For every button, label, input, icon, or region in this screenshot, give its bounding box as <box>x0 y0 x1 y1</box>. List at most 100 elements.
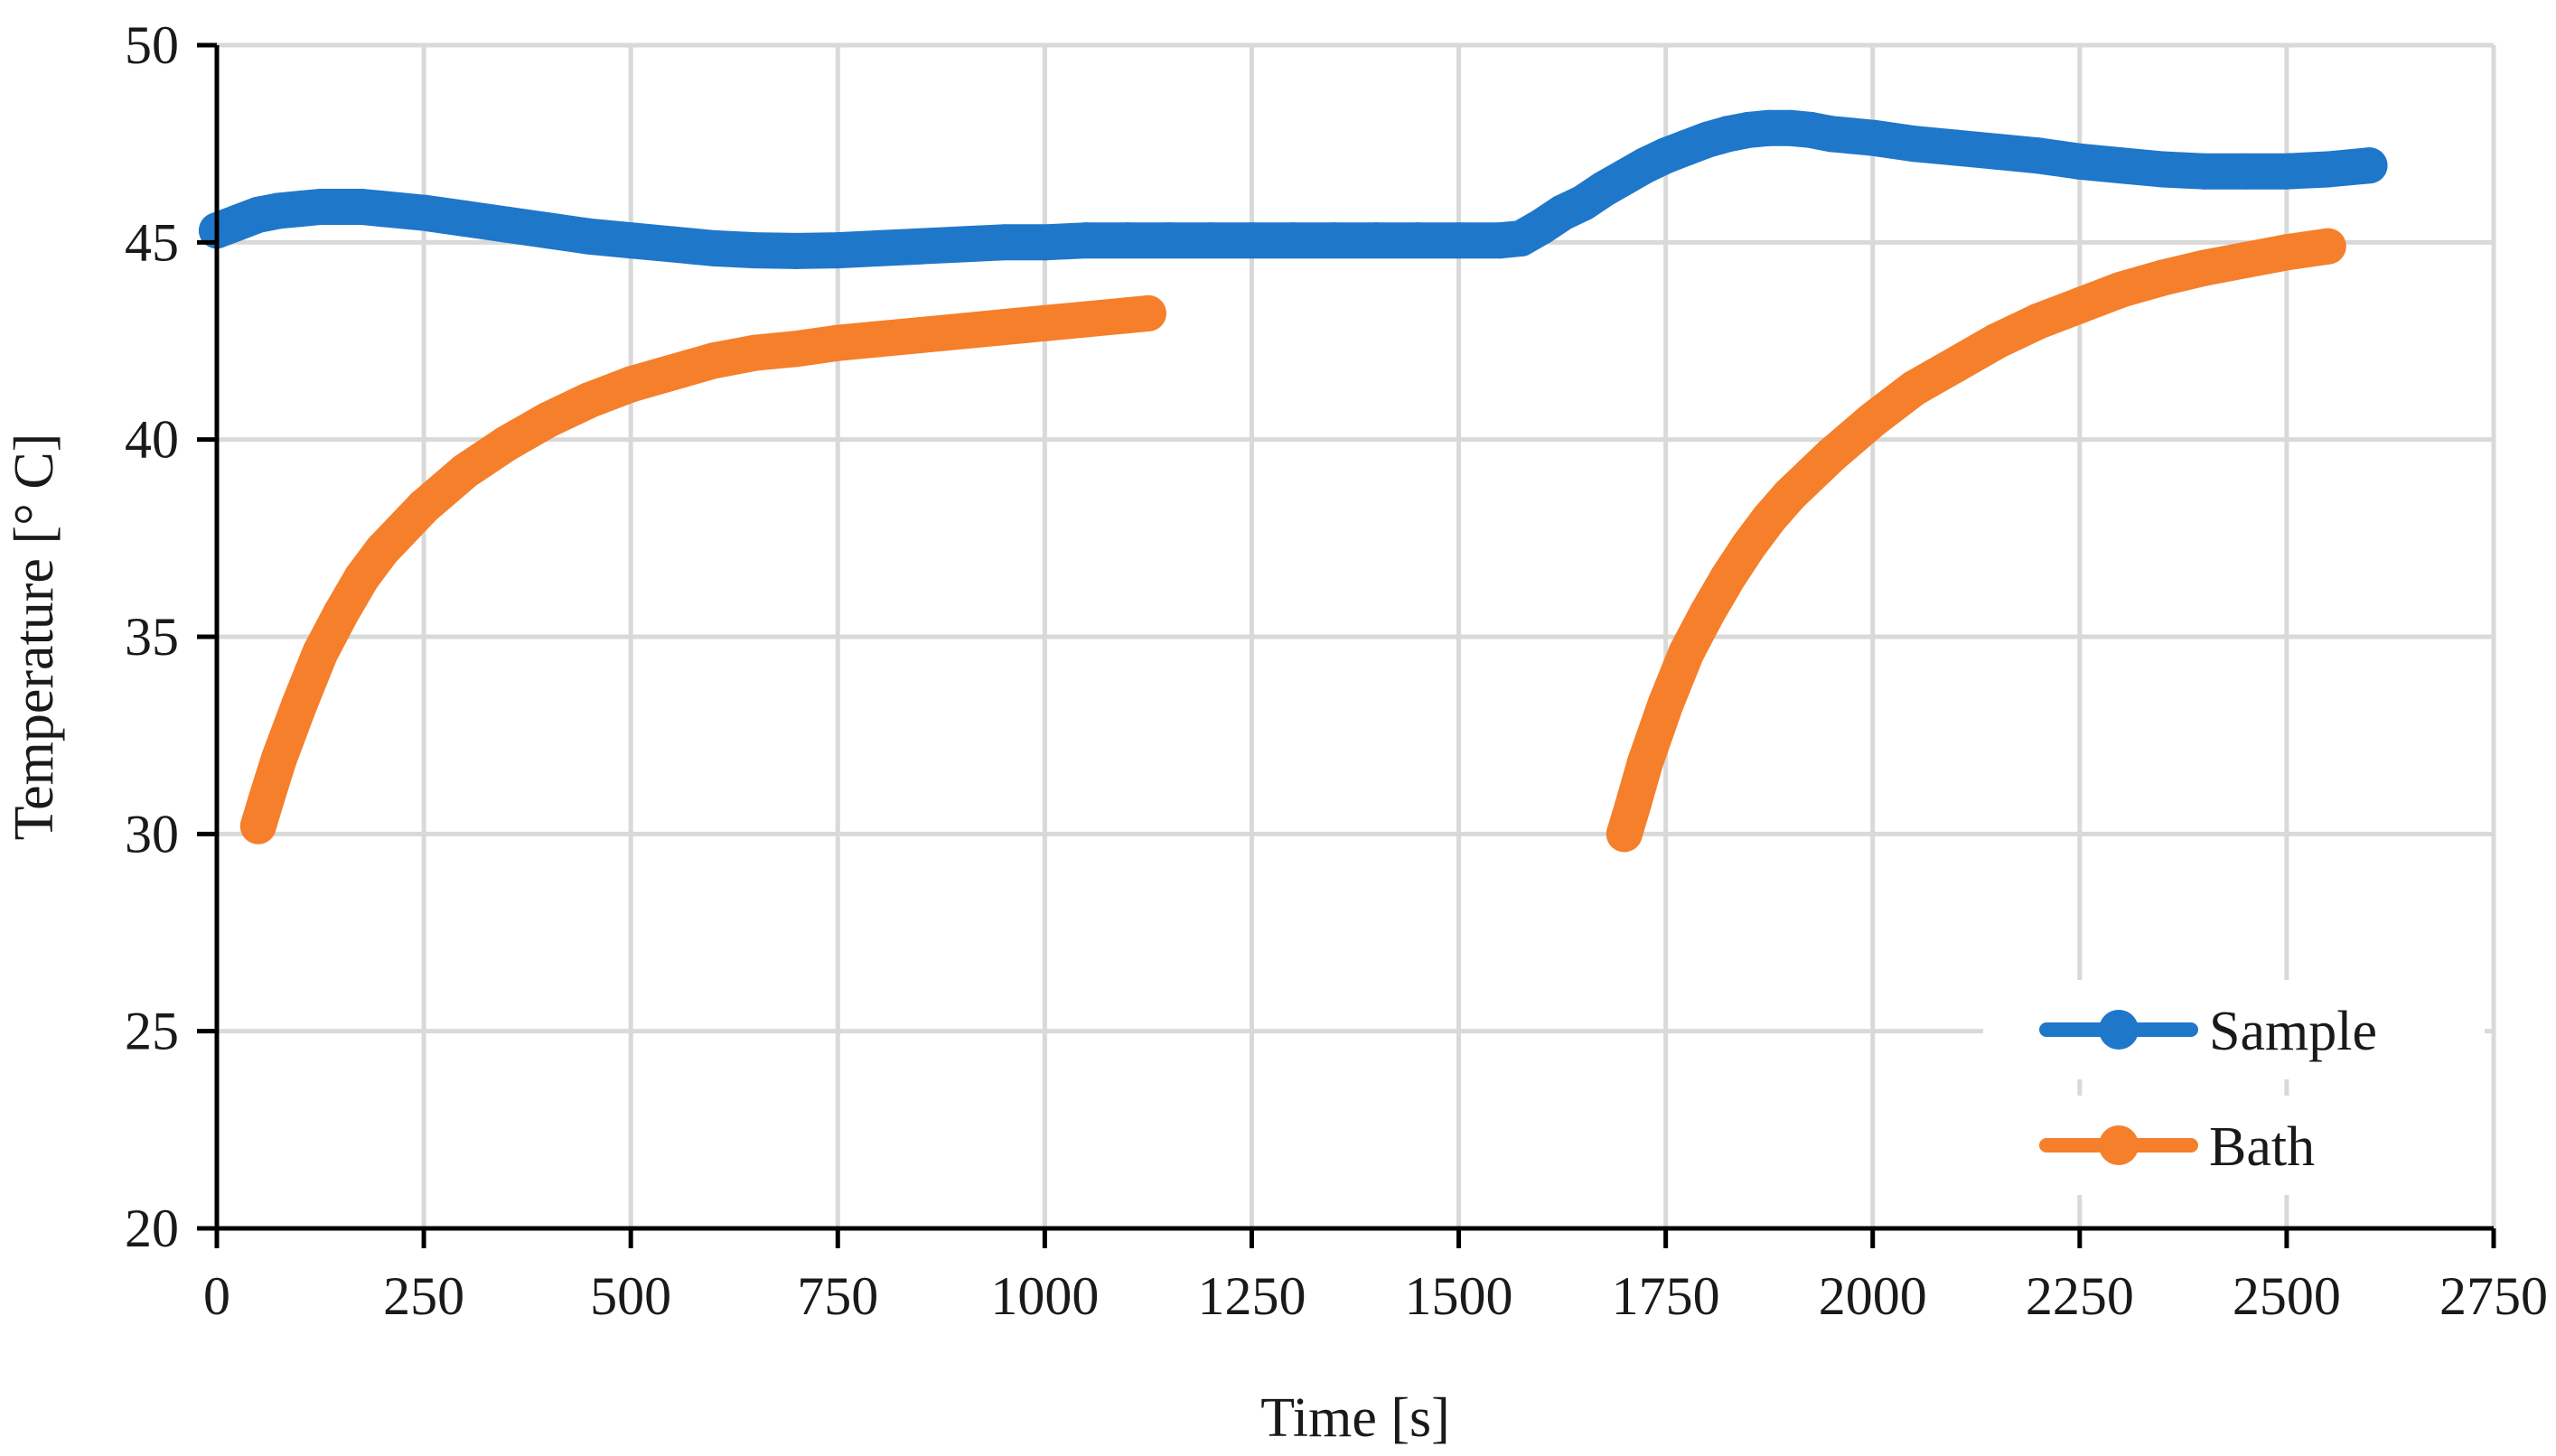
series-bath <box>239 228 2346 853</box>
data-point-sample <box>1316 222 1353 259</box>
data-point-bath <box>736 334 773 371</box>
data-point-bath <box>819 324 857 361</box>
x-tick-label: 1500 <box>1405 1266 1513 1326</box>
data-point-bath <box>488 425 525 462</box>
data-point-sample <box>778 232 815 269</box>
data-point-bath <box>985 309 1022 346</box>
data-point-bath <box>2227 241 2264 278</box>
data-point-bath <box>1626 744 1663 781</box>
data-point-sample <box>2351 147 2388 184</box>
data-point-sample <box>861 229 898 266</box>
x-tick-label: 2000 <box>1819 1266 1927 1326</box>
y-tick-label: 45 <box>125 212 179 272</box>
data-point-bath <box>1614 788 1651 825</box>
data-point-bath <box>2268 234 2305 271</box>
data-point-bath <box>778 331 815 368</box>
data-point-bath <box>2186 249 2223 286</box>
data-point-sample <box>488 206 525 243</box>
data-point-sample <box>1854 119 1891 156</box>
data-point-bath <box>571 382 608 418</box>
data-point-bath <box>695 342 732 379</box>
data-point-bath <box>1896 369 1933 406</box>
data-point-bath <box>1129 294 1166 331</box>
data-point-sample <box>364 191 401 228</box>
data-point-sample <box>2102 147 2139 184</box>
data-point-bath <box>260 741 297 778</box>
x-axis-title: Time [s] <box>1260 1387 1450 1449</box>
y-tick-label: 40 <box>125 410 179 470</box>
series-line-bath <box>1606 228 2346 853</box>
data-point-bath <box>2309 228 2346 265</box>
data-point-bath <box>1689 594 1726 631</box>
data-point-sample <box>1937 129 1974 166</box>
data-point-bath <box>1668 634 1705 671</box>
data-point-bath <box>654 354 690 391</box>
y-tick-label: 20 <box>125 1199 179 1258</box>
data-point-sample <box>2144 151 2181 188</box>
data-point-bath <box>2144 259 2181 296</box>
data-point-bath <box>1979 322 2016 359</box>
x-tick-label: 2250 <box>2026 1266 2134 1326</box>
data-point-sample <box>446 201 483 238</box>
data-point-bath <box>613 366 650 403</box>
data-point-bath <box>1026 304 1063 341</box>
x-tick-label: 1250 <box>1197 1266 1306 1326</box>
data-point-sample <box>654 226 690 263</box>
data-point-bath <box>1937 346 1974 383</box>
legend-label: Sample <box>2209 1001 2377 1062</box>
data-point-bath <box>861 321 898 358</box>
legend-swatch-marker <box>2099 1125 2139 1165</box>
y-tick-label: 25 <box>125 1002 179 1061</box>
series-line-bath <box>239 294 1166 845</box>
data-point-bath <box>1647 686 1684 723</box>
legend-label: Bath <box>2209 1116 2315 1178</box>
data-point-bath <box>1606 816 1643 853</box>
x-tick-label: 0 <box>203 1266 230 1326</box>
y-tick-label: 50 <box>125 15 179 75</box>
series-sample <box>199 109 2388 269</box>
x-tick-label: 2500 <box>2233 1266 2341 1326</box>
y-tick-label: 30 <box>125 804 179 863</box>
data-point-sample <box>1192 222 1229 259</box>
data-point-sample <box>1068 222 1105 259</box>
y-tick-label: 35 <box>125 607 179 667</box>
data-point-bath <box>902 316 939 353</box>
x-tick-label: 750 <box>797 1266 878 1326</box>
data-point-bath <box>1068 301 1105 338</box>
data-point-sample <box>529 212 566 249</box>
data-point-sample <box>2186 153 2223 190</box>
data-point-bath <box>2020 303 2056 340</box>
data-point-bath <box>943 313 980 350</box>
data-point-sample <box>1979 133 2016 170</box>
data-point-bath <box>529 401 566 438</box>
series-layer <box>199 109 2388 853</box>
data-point-bath <box>1772 476 1809 513</box>
data-point-sample <box>1026 224 1063 261</box>
data-point-sample <box>2061 143 2098 180</box>
x-tick-label: 1750 <box>1612 1266 1720 1326</box>
data-point-bath <box>1709 559 1746 596</box>
data-point-bath <box>1854 401 1891 438</box>
data-point-bath <box>281 686 318 723</box>
data-point-bath <box>2102 271 2139 308</box>
data-point-sample <box>1109 222 1146 259</box>
data-point-bath <box>323 594 360 631</box>
data-point-bath <box>1751 500 1788 537</box>
data-point-sample <box>2020 137 2056 174</box>
data-point-bath <box>2061 287 2098 324</box>
data-point-sample <box>1233 222 1270 259</box>
data-point-sample <box>613 222 650 259</box>
data-point-sample <box>2309 151 2346 188</box>
data-point-sample <box>406 194 443 231</box>
x-tick-label: 2750 <box>2439 1266 2548 1326</box>
data-point-bath <box>446 453 483 490</box>
data-point-sample <box>1440 222 1477 259</box>
x-tick-label: 1000 <box>990 1266 1099 1326</box>
data-point-bath <box>239 807 276 845</box>
legend: Sample Bath <box>1983 980 2485 1195</box>
y-axis-title: Temperature [° C] <box>4 434 65 841</box>
data-point-sample <box>2268 153 2305 190</box>
x-tick-label: 250 <box>383 1266 464 1326</box>
data-point-sample <box>1275 222 1312 259</box>
